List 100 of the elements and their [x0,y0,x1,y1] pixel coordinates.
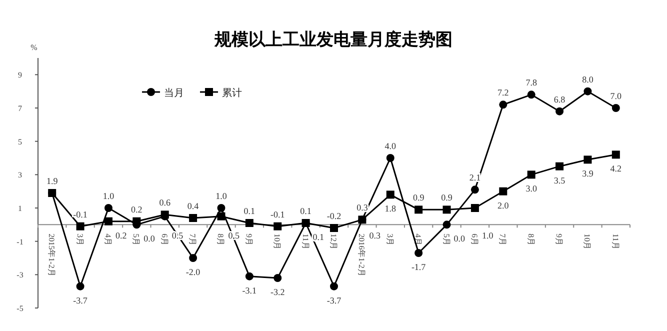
point [470,186,479,194]
data-label: 0.9 [412,192,425,203]
y-tick-label: 5 [18,137,22,146]
x-tick-label: 2016年1-2月 [357,234,366,276]
point [189,254,198,262]
point [330,224,338,232]
x-tick-label: 9月 [244,234,254,246]
data-label: 0.1 [244,206,256,216]
x-tick-label: 2015年1-2月 [47,234,56,276]
x-tick-label: 11月 [300,234,310,250]
data-label: 1.9 [46,176,58,186]
data-label: -3.1 [242,285,257,296]
x-tick-label: 11月 [610,234,620,250]
point [245,219,254,227]
point [414,206,423,214]
data-label: 6.8 [554,94,566,104]
x-tick-label: 7月 [188,234,198,246]
data-label: -1.7 [411,262,426,272]
data-label: 0.4 [187,201,200,211]
data-label: 7.2 [498,88,509,98]
data-label: 8.0 [582,74,594,84]
data-label: -3.7 [326,295,342,306]
point [217,212,226,220]
point [274,222,282,230]
point [48,189,56,197]
x-tick-label: 6月 [160,234,169,246]
data-label: 2.0 [498,200,510,210]
data-label: 0.6 [159,198,171,208]
data-label: -0.1 [270,209,285,220]
data-label: 0.0 [144,234,156,244]
x-tick-label: 6月 [470,234,479,246]
data-label: 3.0 [526,184,538,194]
point [76,222,84,230]
point [386,190,394,199]
x-tick-label: 5月 [132,234,141,246]
data-label: -0.1 [73,209,88,220]
data-label: 0.0 [454,234,466,244]
y-tick-label: 7 [18,104,22,113]
x-tick-label: 12月 [329,234,338,250]
data-label: 0.3 [356,202,368,213]
data-label: 7.8 [526,78,538,88]
x-tick-label: 10月 [582,234,592,250]
point [499,187,508,196]
point [527,90,536,99]
point [612,104,620,112]
x-tick-label: 8月 [216,234,226,246]
y-axis-title: % [30,43,38,52]
chart-title: 规模以上工业发电量月度走势图 [214,30,452,49]
data-label: 1.8 [384,204,397,214]
data-label: 0.1 [312,232,324,242]
data-label: 3.5 [554,175,566,186]
point [386,154,394,162]
point [612,150,620,159]
x-tick-label: 3月 [75,234,84,246]
point [245,272,254,280]
data-label: 0.2 [131,204,142,214]
y-tick-label: 3 [18,170,22,180]
point [414,249,423,257]
x-tick-label: 9月 [554,234,564,246]
x-tick-label: 8月 [526,234,536,246]
data-label: 1.0 [216,191,228,201]
data-label: -3.7 [73,295,88,306]
point [499,100,508,109]
data-label: 0.3 [369,230,381,241]
y-tick-label: -1 [16,237,24,246]
point [584,156,592,164]
data-label: 3.9 [582,168,594,179]
data-label: 4.0 [384,141,397,151]
point [470,204,479,212]
x-tick-label: 5月 [442,234,451,246]
y-tick-label: -5 [16,304,24,313]
point [358,216,366,224]
x-tick-label: 3月 [385,234,394,246]
legend-label: 累计 [222,87,242,99]
y-tick-label: 9 [18,70,22,80]
point [132,217,141,226]
data-label: 4.2 [610,164,622,174]
data-label: 0.2 [115,230,127,241]
y-tick-label: 1 [18,204,22,213]
point [330,282,338,290]
x-tick-label: 4月 [103,234,112,246]
data-label: -0.2 [326,211,342,221]
point [556,162,564,170]
x-tick-label: 7月 [498,234,508,246]
point [556,107,564,116]
data-label: 0.1 [300,206,312,216]
point [189,214,198,222]
data-label: 1.0 [482,230,494,241]
legend-label: 当月 [164,87,184,99]
point [274,274,282,282]
data-label: 7.0 [610,91,622,101]
point [104,217,112,226]
point [584,87,592,96]
point [527,170,536,179]
data-label: 0.9 [441,192,453,203]
y-tick-label: -3 [16,270,24,280]
point [302,219,310,227]
point [442,220,451,229]
point [104,204,112,212]
x-tick-label: 10月 [272,234,282,250]
